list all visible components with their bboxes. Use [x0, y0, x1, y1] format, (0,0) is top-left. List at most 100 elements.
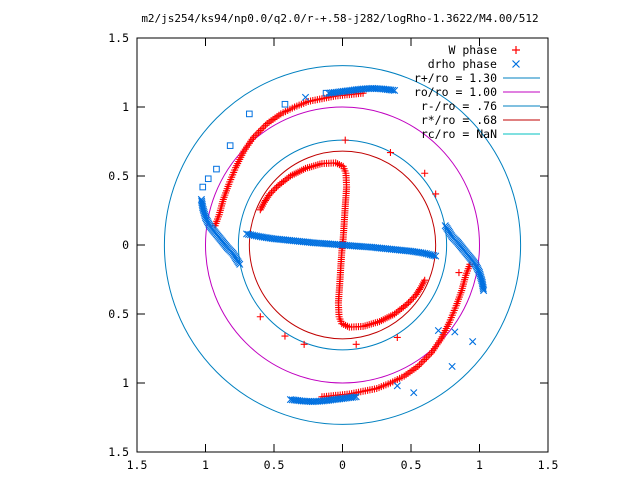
- drho-phase-point: [281, 100, 289, 108]
- w-phase-point: [406, 297, 414, 305]
- w-phase-point: [278, 179, 286, 187]
- drho-phase-point: [199, 183, 207, 191]
- w-phase-point: [394, 307, 402, 315]
- w-phase-point: [455, 269, 463, 277]
- w-phase-point: [255, 128, 263, 136]
- w-phase-point: [414, 362, 422, 370]
- w-phase-point: [424, 352, 432, 360]
- w-phase-point: [342, 321, 350, 329]
- x-tick-label: 1.5: [538, 458, 559, 472]
- legend-label: ro/ro = 1.00: [414, 85, 497, 99]
- drho-phase-point: [432, 252, 440, 260]
- w-phase-point: [401, 302, 409, 310]
- w-phase-point: [274, 182, 282, 190]
- w-phase-point: [276, 180, 284, 188]
- w-phase-point: [396, 306, 404, 314]
- x-tick-label: 1: [476, 458, 483, 472]
- w-phase-point: [256, 206, 264, 214]
- chart-title: m2/js254/ks94/np0.0/q2.0/r-+.58-j282/log…: [141, 12, 538, 25]
- w-phase-point: [352, 340, 360, 348]
- x-tick-label: 0.5: [264, 458, 285, 472]
- legend-label: W phase: [449, 43, 498, 57]
- x-tick-label: 0: [339, 458, 346, 472]
- drho-phase-point: [213, 165, 220, 173]
- y-tick-label: 0: [122, 238, 129, 252]
- w-phase-point: [421, 169, 429, 177]
- w-phase-point: [399, 303, 407, 311]
- w-phase-point: [417, 359, 425, 367]
- w-phase-point: [386, 149, 394, 157]
- drho-phase-point: [448, 362, 456, 371]
- w-phase-point: [269, 187, 277, 195]
- drho-phase-point: [288, 396, 296, 404]
- w-phase-point: [415, 285, 423, 293]
- w-phase-point: [335, 161, 343, 169]
- w-phase-point: [426, 350, 434, 358]
- w-phase-point: [262, 197, 270, 205]
- w-phase-point: [405, 299, 413, 307]
- drho-phase-point: [469, 338, 477, 346]
- circle-r*/ro = .68: [248, 150, 437, 340]
- drho-phase-point: [389, 86, 397, 94]
- drho-phase-point: [246, 110, 253, 118]
- w-phase-point: [251, 132, 259, 140]
- x-tick-label: 1: [202, 458, 209, 472]
- w-phase-point: [253, 130, 261, 138]
- legend-label: r*/ro = .68: [421, 113, 497, 127]
- drho-phase-point: [204, 175, 212, 183]
- w-phase-point: [261, 121, 269, 129]
- y-tick-label: 0.5: [108, 169, 129, 183]
- legend-marker: [512, 60, 520, 68]
- w-phase-point: [393, 333, 401, 341]
- w-phase-point: [272, 183, 280, 191]
- drho-phase-point: [236, 260, 244, 268]
- y-tick-label: 1.5: [108, 31, 129, 45]
- w-phase-point: [408, 295, 416, 303]
- drho-phase-point: [301, 93, 310, 101]
- w-phase-point: [286, 172, 294, 180]
- drho-phase-point: [393, 382, 401, 390]
- legend-label: rc/ro = NaN: [421, 127, 497, 141]
- drho-phase-point: [441, 222, 449, 230]
- w-phase-point: [271, 185, 279, 193]
- drho-phase-point: [286, 395, 295, 404]
- w-phase-point: [256, 313, 264, 321]
- w-phase-point: [421, 276, 429, 284]
- w-phase-point: [258, 125, 266, 133]
- legend-label: r+/ro = 1.30: [414, 71, 497, 85]
- axis-ticks: 1.5 1 0.5 0 0.5 1 1.51.510.500.511.5: [108, 31, 558, 472]
- w-phase-point: [403, 300, 411, 308]
- x-tick-label: 1.5: [127, 458, 148, 472]
- drho-phase-point: [451, 328, 459, 336]
- legend-label: r-/ro = .76: [421, 99, 497, 113]
- w-phase-point: [300, 340, 308, 348]
- drho-phase-point: [226, 142, 234, 149]
- phase-points: [197, 84, 488, 406]
- w-phase-point: [281, 176, 289, 184]
- y-tick-label: 1.5: [108, 445, 129, 459]
- w-phase-point: [422, 354, 430, 362]
- w-phase-point: [263, 120, 271, 128]
- w-phase-point: [419, 357, 427, 365]
- drho-phase-point: [322, 89, 330, 97]
- y-tick-label: 0.5: [108, 307, 129, 321]
- w-phase-point: [421, 356, 429, 364]
- x-tick-label: 0.5: [401, 458, 422, 472]
- w-phase-point: [279, 178, 287, 186]
- reference-circles: [163, 65, 522, 425]
- w-phase-point: [416, 361, 424, 369]
- w-phase-point: [285, 173, 293, 181]
- y-tick-label: 1: [122, 100, 129, 114]
- w-phase-point: [256, 126, 264, 134]
- w-phase-point: [432, 190, 440, 198]
- circle-r+/ro = 1.30: [163, 65, 522, 425]
- w-phase-point: [281, 332, 289, 340]
- circle-ro/ro = 1.00: [205, 106, 480, 384]
- legend-marker: [512, 46, 520, 54]
- w-phase-point: [392, 309, 400, 317]
- y-tick-label: 1: [122, 376, 129, 390]
- w-phase-point: [283, 175, 291, 183]
- drho-phase-point: [430, 251, 438, 260]
